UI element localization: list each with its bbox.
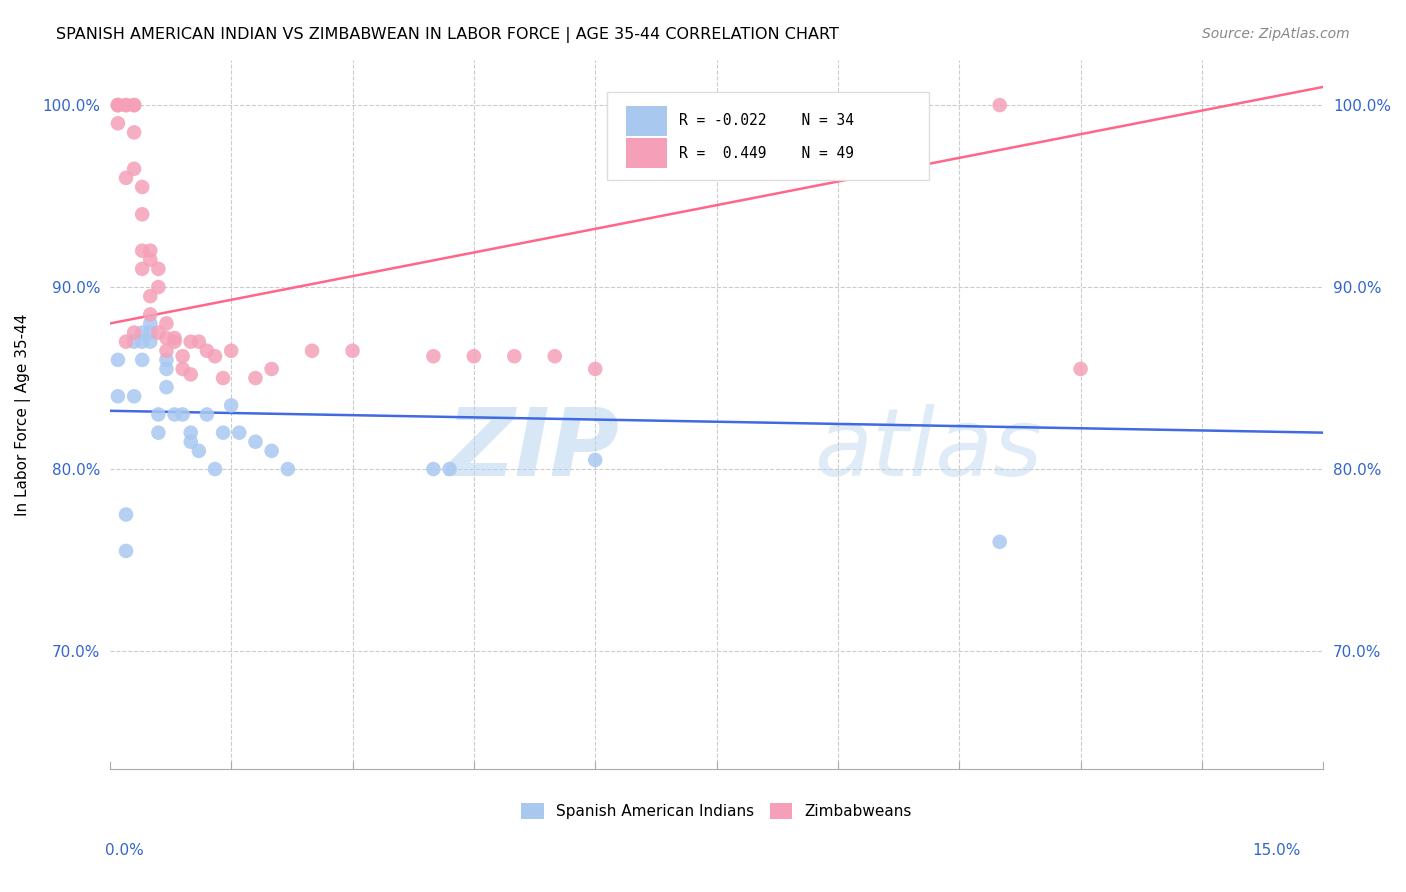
Point	[180, 434, 202, 449]
FancyBboxPatch shape	[626, 138, 666, 169]
Point	[301, 343, 323, 358]
Point	[172, 362, 194, 376]
Point	[139, 289, 162, 303]
Point	[122, 389, 145, 403]
Point	[277, 462, 299, 476]
Point	[195, 408, 218, 422]
Point	[163, 331, 186, 345]
Point	[187, 334, 209, 349]
Point	[155, 352, 177, 367]
Point	[148, 326, 170, 340]
Text: Source: ZipAtlas.com: Source: ZipAtlas.com	[1202, 27, 1350, 41]
Point	[195, 343, 218, 358]
FancyBboxPatch shape	[626, 106, 666, 136]
FancyBboxPatch shape	[607, 92, 929, 180]
Point	[148, 425, 170, 440]
Point	[122, 334, 145, 349]
Point	[155, 331, 177, 345]
Point	[122, 98, 145, 112]
Point	[163, 408, 186, 422]
Point	[148, 261, 170, 276]
Point	[122, 326, 145, 340]
Point	[131, 261, 153, 276]
Point	[139, 244, 162, 258]
Point	[131, 352, 153, 367]
Point	[107, 98, 129, 112]
Point	[219, 343, 242, 358]
Point	[172, 408, 194, 422]
Point	[115, 98, 138, 112]
Point	[583, 453, 606, 467]
Point	[115, 98, 138, 112]
Point	[988, 98, 1011, 112]
Point	[115, 508, 138, 522]
Point	[115, 170, 138, 185]
Text: R =  0.449    N = 49: R = 0.449 N = 49	[679, 145, 853, 161]
Point	[463, 349, 485, 363]
Point	[260, 443, 283, 458]
Point	[245, 371, 267, 385]
Point	[180, 334, 202, 349]
Point	[163, 334, 186, 349]
Point	[1070, 362, 1092, 376]
Point	[155, 343, 177, 358]
Text: atlas: atlas	[814, 404, 1042, 495]
Point	[115, 334, 138, 349]
Point	[139, 326, 162, 340]
Y-axis label: In Labor Force | Age 35-44: In Labor Force | Age 35-44	[15, 313, 31, 516]
Point	[107, 116, 129, 130]
Point	[422, 349, 444, 363]
Point	[260, 362, 283, 376]
Point	[139, 252, 162, 267]
Point	[122, 161, 145, 176]
Point	[139, 307, 162, 321]
Point	[544, 349, 567, 363]
Point	[219, 398, 242, 412]
Point	[122, 125, 145, 139]
Point	[131, 334, 153, 349]
Point	[228, 425, 250, 440]
Point	[503, 349, 526, 363]
Point	[107, 352, 129, 367]
Point	[107, 389, 129, 403]
Point	[204, 349, 226, 363]
Point	[107, 98, 129, 112]
Point	[131, 207, 153, 221]
Point	[148, 280, 170, 294]
Point	[155, 317, 177, 331]
Point	[439, 462, 461, 476]
Point	[212, 371, 235, 385]
Legend: Spanish American Indians, Zimbabweans: Spanish American Indians, Zimbabweans	[515, 797, 918, 825]
Text: R = -0.022    N = 34: R = -0.022 N = 34	[679, 113, 853, 128]
Text: ZIP: ZIP	[447, 404, 620, 496]
Point	[107, 98, 129, 112]
Point	[342, 343, 364, 358]
Point	[131, 326, 153, 340]
Point	[139, 334, 162, 349]
Point	[187, 443, 209, 458]
Point	[180, 425, 202, 440]
Point	[131, 180, 153, 194]
Text: 15.0%: 15.0%	[1253, 843, 1301, 858]
Point	[172, 349, 194, 363]
Point	[212, 425, 235, 440]
Point	[422, 462, 444, 476]
Point	[204, 462, 226, 476]
Point	[245, 434, 267, 449]
Point	[131, 244, 153, 258]
Point	[115, 544, 138, 558]
Point	[180, 368, 202, 382]
Point	[155, 362, 177, 376]
Text: SPANISH AMERICAN INDIAN VS ZIMBABWEAN IN LABOR FORCE | AGE 35-44 CORRELATION CHA: SPANISH AMERICAN INDIAN VS ZIMBABWEAN IN…	[56, 27, 839, 43]
Point	[583, 362, 606, 376]
Point	[988, 534, 1011, 549]
Point	[122, 98, 145, 112]
Text: 0.0%: 0.0%	[105, 843, 145, 858]
Point	[155, 380, 177, 394]
Point	[139, 317, 162, 331]
Point	[148, 408, 170, 422]
